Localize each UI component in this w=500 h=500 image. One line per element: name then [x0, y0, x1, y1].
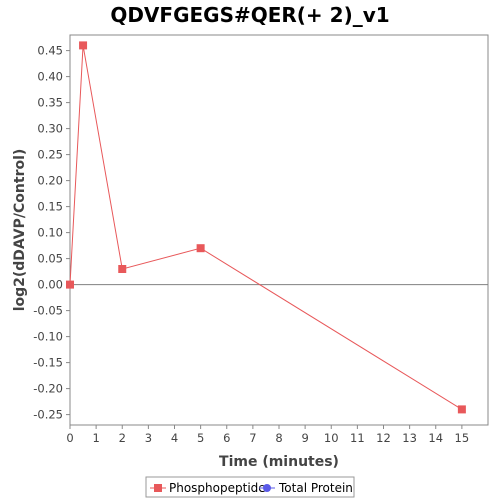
data-point	[66, 280, 74, 289]
y-tick-label: 0.05	[37, 252, 63, 266]
data-point	[79, 41, 88, 50]
chart-title: QDVFGEGS#QER(+ 2)_v1	[110, 3, 389, 27]
y-axis-label: log2(dDAVP/Control)	[12, 149, 28, 312]
data-point	[118, 265, 127, 273]
series-points	[66, 41, 466, 414]
y-tick-label: -0.05	[33, 304, 63, 318]
y-tick-label: 0.10	[37, 226, 63, 240]
x-tick-label: 12	[376, 431, 391, 445]
y-tick-label: -0.10	[33, 330, 63, 344]
x-tick-label: 6	[223, 431, 230, 445]
plot-area	[69, 34, 489, 426]
legend-label-phosphopeptide: Phosphopeptide	[169, 481, 266, 495]
x-tick-label: 9	[301, 431, 308, 445]
y-tick-label: 0.00	[37, 278, 63, 292]
x-tick-label: 13	[402, 431, 417, 445]
x-tick-label: 8	[275, 431, 282, 445]
x-tick-label: 3	[145, 431, 152, 445]
y-axis-ticks: -0.25 -0.20 -0.15 -0.10 -0.05 0.00 0.05 0.10 0.1…	[33, 44, 70, 422]
y-tick-label: 0.35	[37, 96, 63, 110]
y-tick-label: 0.30	[37, 122, 63, 136]
y-tick-label: -0.15	[33, 356, 63, 370]
legend-marker-phosphopeptide	[154, 484, 162, 492]
x-tick-label: 15	[455, 431, 470, 445]
data-point	[196, 244, 205, 253]
legend-label-total-protein: Total Protein	[278, 481, 353, 495]
x-axis-ticks: 0 1 2 3 4 5 6 7 8 9 10 11 12 13 14 15	[66, 425, 469, 445]
legend-box	[145, 476, 355, 498]
legend: Phosphopeptide Total Protein	[145, 476, 355, 498]
y-tick-label: -0.20	[33, 382, 63, 396]
data-point	[457, 405, 466, 414]
y-tick-label: 0.25	[37, 148, 63, 162]
x-tick-label: 14	[428, 431, 443, 445]
x-tick-label: 11	[350, 431, 365, 445]
y-tick-label: 0.20	[37, 174, 63, 188]
x-tick-label: 2	[119, 431, 126, 445]
x-tick-label: 4	[171, 431, 178, 445]
y-tick-label: 0.40	[37, 70, 63, 84]
x-tick-label: 7	[249, 431, 256, 445]
x-tick-label: 10	[324, 431, 339, 445]
x-axis-label: Time (minutes)	[219, 454, 339, 470]
x-tick-label: 5	[197, 431, 204, 445]
x-tick-label: 0	[66, 431, 73, 445]
y-tick-label: -0.25	[33, 408, 63, 422]
y-tick-label: 0.45	[37, 44, 63, 58]
y-tick-label: 0.15	[37, 200, 63, 214]
legend-marker-total-protein	[263, 484, 271, 492]
x-tick-label: 1	[92, 431, 99, 445]
